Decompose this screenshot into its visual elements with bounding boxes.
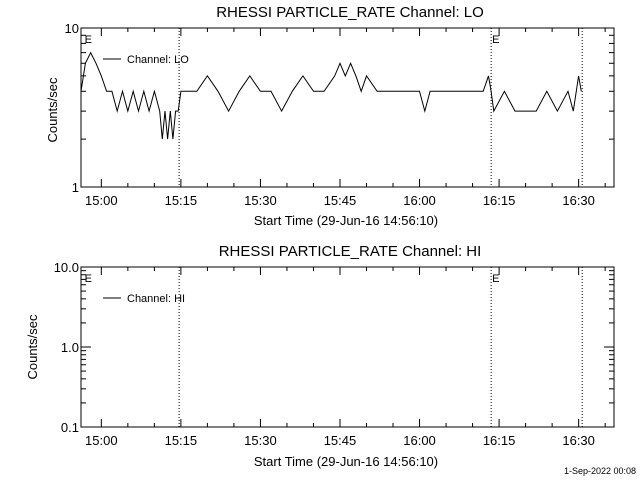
- x-tick-label: 15:00: [85, 193, 118, 208]
- x-tick-label: 15:30: [244, 193, 277, 208]
- x-tick-label: 16:15: [483, 433, 516, 448]
- y-tick-label: 0.1: [61, 420, 79, 435]
- event-marker: E: [492, 273, 499, 285]
- x-tick-label: 16:15: [483, 193, 516, 208]
- legend-label: Channel: HI: [127, 293, 185, 305]
- y-tick-label: 10.0: [54, 260, 79, 275]
- y-tick-label: 1.0: [61, 340, 79, 355]
- x-tick-label: 15:30: [244, 433, 277, 448]
- event-marker: E: [85, 34, 92, 46]
- footer-timestamp: 1-Sep-2022 00:08: [564, 466, 636, 476]
- x-axis-label: Start Time (29-Jun-16 14:56:10): [254, 213, 438, 228]
- x-tick-label: 15:00: [85, 433, 118, 448]
- series-line: [80, 51, 582, 140]
- x-tick-label: 15:45: [324, 433, 357, 448]
- event-marker: E: [85, 273, 92, 285]
- legend-label: Channel: LO: [127, 54, 189, 66]
- x-tick-label: 16:00: [403, 433, 436, 448]
- chart-title: RHESSI PARTICLE_RATE Channel: HI: [219, 243, 482, 260]
- y-tick-label: 1: [72, 180, 79, 195]
- y-tick-label: 10: [65, 21, 79, 36]
- x-tick-label: 16:00: [403, 193, 436, 208]
- plot-frame: [80, 266, 615, 428]
- plot-frame: [80, 27, 615, 188]
- x-tick-label: 15:15: [165, 193, 198, 208]
- x-tick-label: 16:30: [562, 433, 595, 448]
- x-tick-label: 15:45: [324, 193, 357, 208]
- hi-channel-panel: RHESSI PARTICLE_RATE Channel: HI Counts/…: [25, 243, 615, 469]
- x-tick-label: 15:15: [165, 433, 198, 448]
- x-tick-label: 16:30: [562, 193, 595, 208]
- x-axis-label: Start Time (29-Jun-16 14:56:10): [254, 454, 438, 469]
- chart-title: RHESSI PARTICLE_RATE Channel: LO: [216, 4, 484, 21]
- lo-channel-panel: RHESSI PARTICLE_RATE Channel: LO Counts/…: [45, 4, 615, 228]
- y-axis-label: Counts/sec: [25, 314, 40, 380]
- event-marker: E: [492, 34, 499, 46]
- y-axis-label: Counts/sec: [45, 77, 60, 143]
